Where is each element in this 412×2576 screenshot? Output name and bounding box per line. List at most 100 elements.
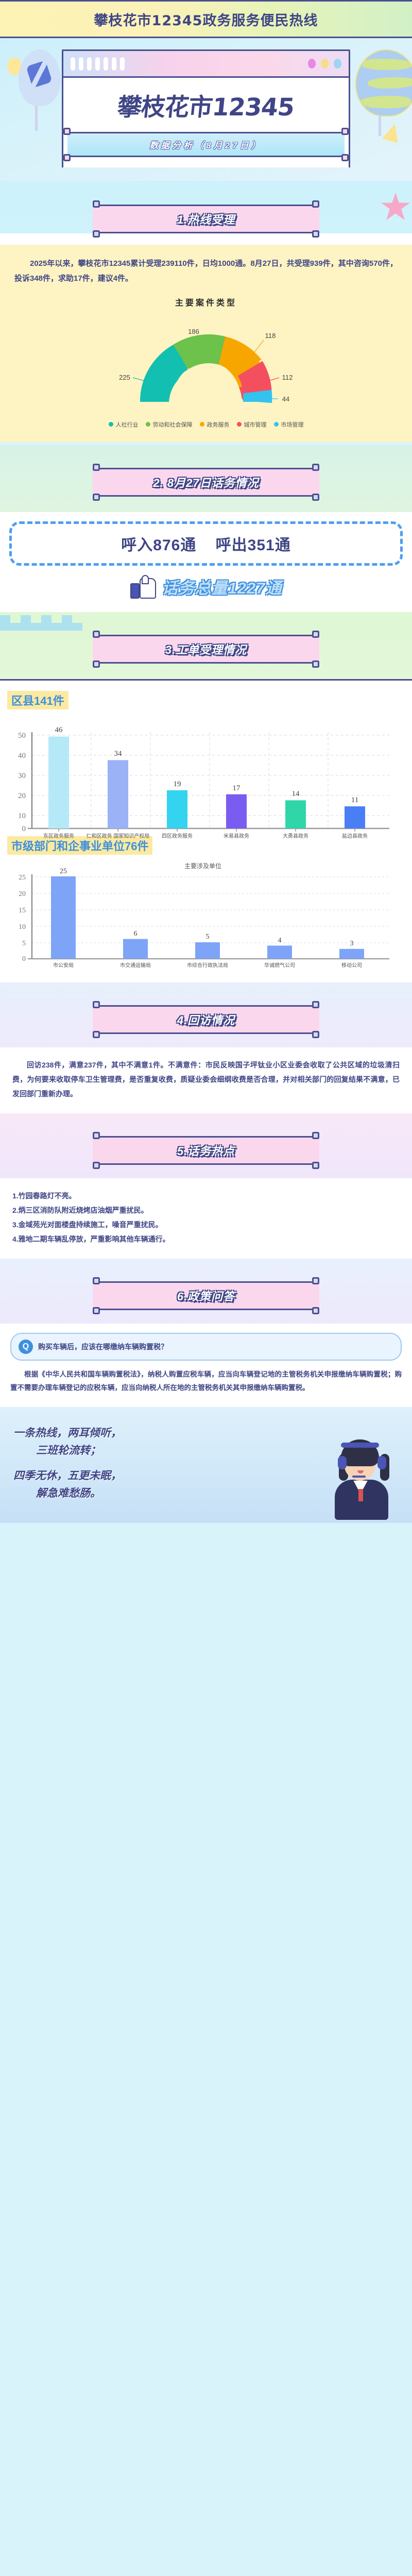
knob-icon [63, 128, 71, 135]
legend-item: 政务服务 [199, 420, 230, 429]
svg-text:14: 14 [292, 790, 300, 798]
knob-icon [312, 1307, 319, 1314]
bar-label: 市交通运输局 [120, 962, 151, 969]
decor-stem [379, 111, 381, 136]
section4-body: 回访238件，满意237件，其中不满意1件。不满意件：市民反映国子坪钛业小区业委… [0, 1047, 412, 1113]
bar-label: 市公安局 [53, 962, 74, 969]
hot-topic-item: 2.炳三区消防队附近烧烤店油烟严重扰民。 [12, 1206, 148, 1214]
knob-icon [312, 1131, 319, 1139]
municipal-plot-svg: 主要涉及单位 25 20 15 10 5 0 [19, 862, 389, 969]
svg-text:0: 0 [22, 955, 26, 963]
svg-text:17: 17 [233, 784, 241, 792]
knob-icon [312, 1161, 319, 1169]
svg-text:5: 5 [22, 940, 26, 947]
section1-title: 1.热线受理 [177, 213, 235, 226]
svg-text:20: 20 [18, 792, 26, 800]
knob-icon [312, 1001, 319, 1008]
section5-body: 1.竹园春路灯不亮。 2.炳三区消防队附近烧烤店油烟严重扰民。 3.金域苑光对面… [0, 1178, 412, 1259]
knob-icon [93, 660, 100, 668]
svg-text:34: 34 [114, 750, 123, 758]
bar-label: 华诚燃气公司 [264, 962, 295, 969]
legend-item: 市场管理 [273, 420, 304, 429]
section6-body: Q 购买车辆后，应该在哪缴纳车辆购置税？ 根据《中华人民共和国车辆购置税法》，纳… [0, 1323, 412, 1408]
svg-text:44: 44 [282, 395, 289, 403]
legend-dot-icon [145, 422, 150, 427]
svg-text:40: 40 [18, 752, 26, 760]
section1-banner-inner: 1.热线受理 [93, 205, 319, 233]
section2-title: 2. 8月27日话务情况 [153, 476, 259, 489]
legend-dot-icon [236, 422, 242, 427]
bar-label: 四区政务服务 [162, 833, 193, 838]
qa-question-text: 购买车辆后，应该在哪缴纳车辆购置税？ [38, 1342, 168, 1351]
window-body: 攀枝花市12345 数据分析（8月27日） [62, 78, 350, 167]
donut-chart: 186 118 112 44 225 [14, 310, 398, 418]
bar-label: 东区政务服务 [43, 833, 74, 838]
incoming-calls-stat: 呼入876通 [121, 536, 197, 554]
section2-banner: 2. 8月27日话务情况 [93, 463, 319, 501]
section4-banner: 4.回访情况 [93, 1001, 319, 1038]
svg-text:186: 186 [188, 328, 199, 335]
municipal-chart-title: 市级部门和企事业单位76件 [7, 836, 153, 855]
svg-text:118: 118 [265, 332, 276, 340]
qa-question-block: Q 购买车辆后，应该在哪缴纳车辆购置税？ [10, 1332, 402, 1361]
municipal-bar-chart: 市级部门和企事业单位76件 主要涉及单位 25 20 15 10 5 0 [7, 836, 405, 969]
svg-text:3: 3 [350, 940, 354, 947]
section1-banner: 1.热线受理 [93, 200, 319, 238]
headset-icon [341, 1442, 379, 1448]
svg-text:30: 30 [18, 772, 26, 780]
legend-label: 人社行业 [115, 421, 139, 428]
municipal-plot: 主要涉及单位 25 20 15 10 5 0 [7, 860, 405, 969]
question-badge-icon: Q [19, 1339, 33, 1354]
decor-stem [35, 104, 38, 131]
window-dot-group [308, 59, 341, 69]
window-pill-group [71, 57, 125, 71]
footer-line-4: 解急难愁肠。 [36, 1487, 101, 1499]
section4-title: 4.回访情况 [177, 1013, 235, 1027]
district-plot: 50 40 30 20 10 0 [7, 715, 405, 838]
hero-big-title: 攀枝花市12345 [116, 93, 296, 122]
knob-icon [312, 1030, 319, 1038]
call-stats-row: 呼入876通 呼出351通 [17, 532, 395, 555]
district-bar-chart: 区县141件 50 40 30 20 10 0 [7, 690, 405, 838]
section2-body: 呼入876通 呼出351通 话务总量1227通 [0, 512, 412, 612]
legend-dot-icon [273, 422, 279, 427]
hero-subtitle: 数据分析（8月27日） [67, 132, 345, 157]
section-policy-qa: 6.政策问答 Q 购买车辆后，应该在哪缴纳车辆购置税？ 根据《中华人民共和国车辆… [0, 1258, 412, 1408]
bar-label: 米易县政务 [224, 833, 249, 838]
phone-handset-icon [19, 49, 61, 106]
bar-label: 移动公司 [341, 962, 362, 969]
section6-title: 6.政策问答 [177, 1290, 235, 1303]
hero-banner: 攀枝花市12345 数据分析（8月27日） [0, 38, 412, 221]
section5-banner-inner: 5.话务热点 [93, 1136, 319, 1165]
section-work-orders: 3.工单受理情况 区县141件 50 40 30 20 10 0 [0, 612, 412, 982]
section1-body: 2025年以来，攀枝花市12345累计受理239110件，日均1000通。8月2… [0, 233, 412, 442]
knob-icon [93, 1001, 100, 1008]
section3-title: 3.工单受理情况 [165, 643, 247, 656]
svg-text:225: 225 [119, 374, 130, 381]
donut-chart-title: 主要案件类型 [175, 298, 237, 308]
footer-line-2: 三班轮流转； [36, 1444, 101, 1456]
legend-label: 政务服务 [207, 421, 230, 428]
svg-text:19: 19 [174, 780, 181, 788]
section4-paragraph: 回访238件，满意237件，其中不满意1件。不满意件：市民反映国子坪钛业小区业委… [12, 1060, 400, 1098]
knob-icon [312, 463, 319, 471]
outgoing-calls-stat: 呼出351通 [215, 536, 291, 554]
svg-text:46: 46 [55, 726, 63, 734]
knob-icon [93, 1030, 100, 1038]
legend-label: 劳动和社会保障 [152, 421, 193, 428]
legend-dot-icon [108, 422, 113, 427]
donut-chart-svg: 186 118 112 44 225 [119, 328, 293, 403]
section6-banner-inner: 6.政策问答 [93, 1281, 319, 1310]
footer-line-1: 一条热线，两耳倾听， [13, 1427, 122, 1439]
hot-topic-item: 4.雅地二期车辆乱停放，严重影响其他车辆通行。 [12, 1234, 170, 1243]
svg-text:5: 5 [206, 933, 210, 941]
knob-icon [93, 1307, 100, 1314]
section2-banner-inner: 2. 8月27日话务情况 [93, 467, 319, 497]
district-chart-title: 区县141件 [7, 690, 68, 709]
svg-text:10: 10 [18, 812, 26, 820]
total-calls-stat: 话务总量1227通 [162, 579, 282, 597]
section1-card: 2025年以来，攀枝花市12345累计受理239110件，日均1000通。8月2… [0, 245, 412, 442]
legend-label: 城市管理 [244, 421, 267, 428]
svg-text:15: 15 [19, 907, 26, 914]
svg-text:6: 6 [134, 930, 138, 938]
